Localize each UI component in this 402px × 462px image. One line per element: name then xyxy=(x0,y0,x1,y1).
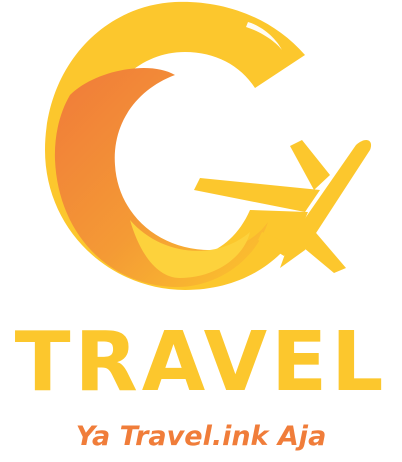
gloss-highlight xyxy=(246,22,282,50)
g-lower-lip xyxy=(130,220,250,278)
airplane-icon xyxy=(194,139,372,273)
tagline: Ya Travel.ink Aja xyxy=(75,421,327,452)
g-airplane-logo-icon xyxy=(45,1,372,290)
brand-name: TRAVEL xyxy=(14,315,388,410)
g-inner-swoosh xyxy=(54,67,268,288)
